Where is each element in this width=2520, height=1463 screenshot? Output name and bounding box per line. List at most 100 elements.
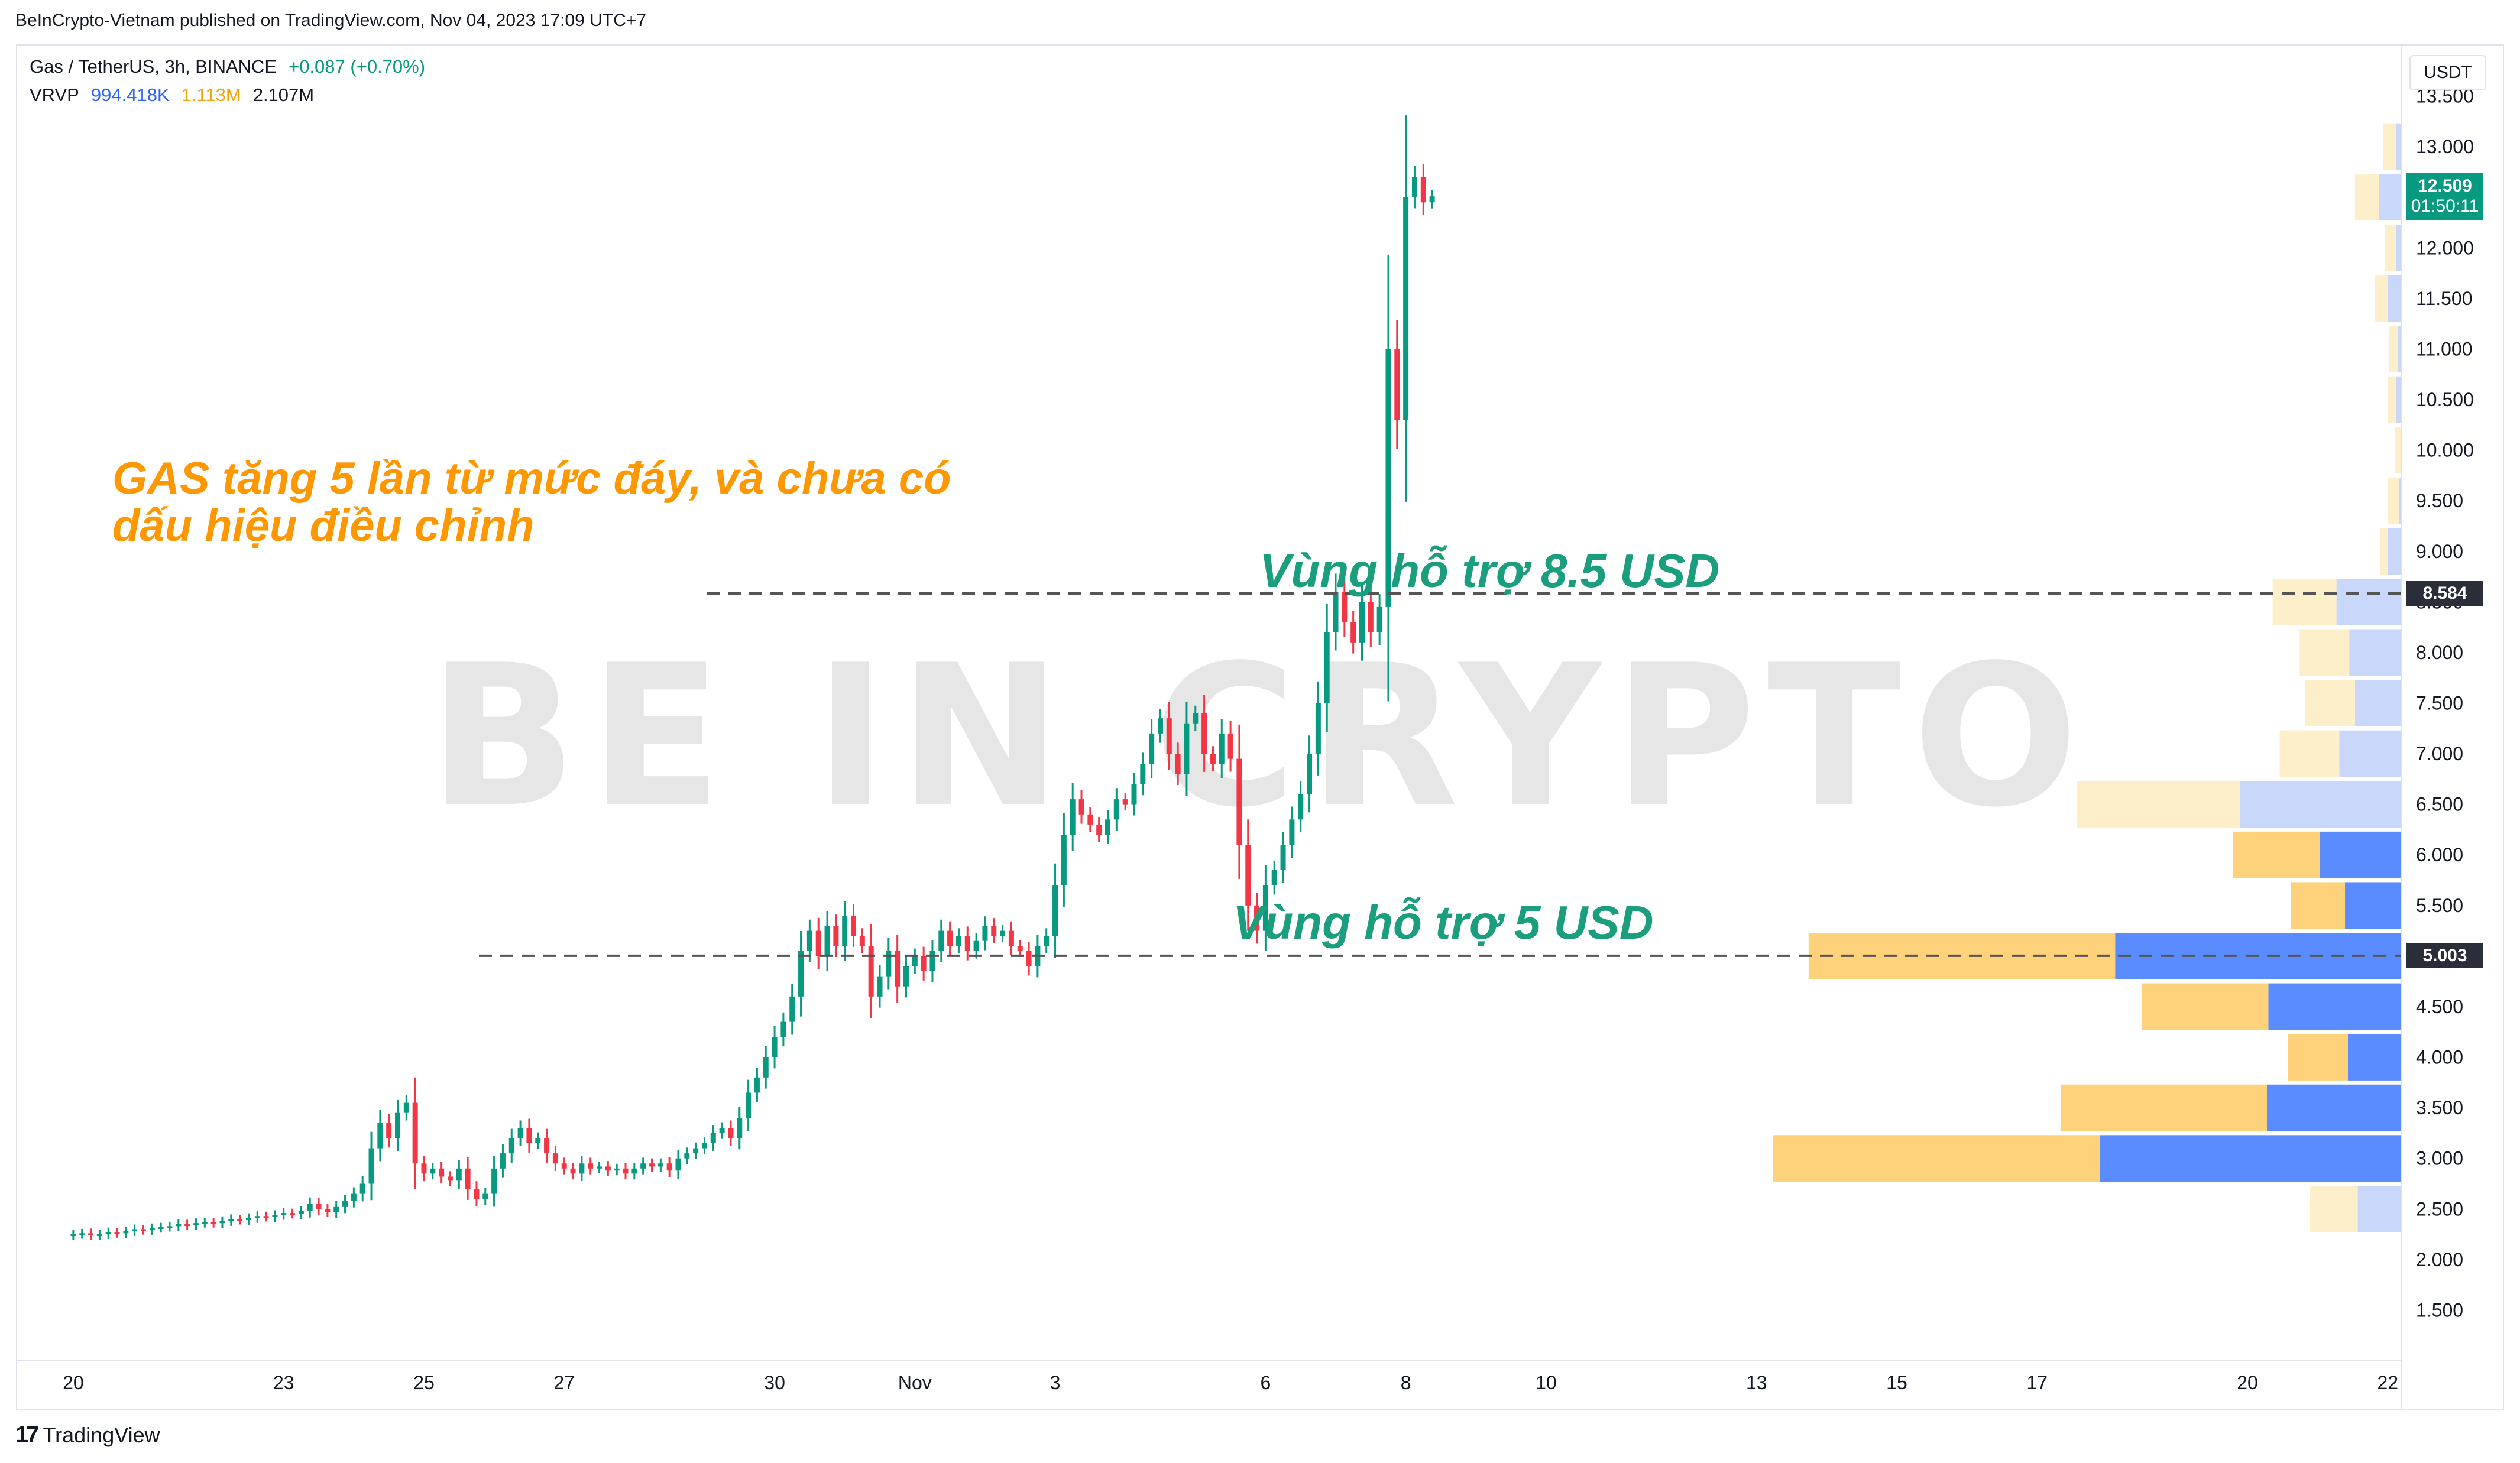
candle-body (903, 966, 909, 987)
price-tick-label: 8.000 (2416, 642, 2463, 663)
vp-bar-up (2279, 730, 2340, 777)
time-tick-label: 20 (2237, 1372, 2258, 1393)
candle-body (1122, 799, 1128, 805)
vp-bar-up (2380, 528, 2388, 575)
candle-body (386, 1123, 392, 1138)
price-tick-label: 2.500 (2416, 1198, 2463, 1219)
vp-bar-up (2233, 831, 2320, 878)
candle-body (1429, 196, 1435, 203)
candle-body (1078, 799, 1084, 815)
vp-bar-down (2319, 831, 2402, 878)
candle-body (859, 936, 865, 946)
candle-body (544, 1138, 550, 1154)
time-axis[interactable]: 20 23 25 27 30 Nov 3 6 8 10 13 15 17 20 22 (63, 1372, 2398, 1393)
last-price-value: 12.509 (2418, 176, 2472, 196)
candle-body (517, 1128, 523, 1138)
candle-body (1219, 733, 1225, 764)
tradingview-footer[interactable]: 17 TradingView (15, 1422, 160, 1448)
candle-body (693, 1148, 699, 1154)
candle-body (1087, 814, 1093, 825)
candle-body (132, 1229, 138, 1231)
candle-body (614, 1168, 620, 1171)
time-tick-label: 6 (1260, 1372, 1271, 1393)
vp-bar-up (2272, 578, 2337, 625)
candle-body (824, 926, 830, 956)
chart-frame (16, 44, 2504, 1410)
candle-body (1298, 794, 1304, 820)
candle-body (640, 1163, 646, 1169)
vp-bar-down (2099, 1135, 2402, 1182)
candle-body (877, 976, 883, 997)
vp-bar-up (2354, 174, 2379, 221)
currency-selector[interactable]: USDT (2409, 55, 2486, 90)
time-tick-label: 10 (1536, 1372, 1557, 1393)
candle-body (88, 1233, 94, 1235)
price-tick-label: 10.000 (2416, 440, 2474, 461)
candle-body (1149, 733, 1155, 764)
candle-body (597, 1166, 603, 1169)
candle-body (254, 1216, 260, 1218)
candle-body (141, 1229, 147, 1231)
vp-bar-up (2375, 275, 2388, 322)
symbol-name: Gas / TetherUS, 3h, BINANCE (30, 56, 277, 77)
candle-body (1140, 764, 1146, 784)
candle-body (1210, 754, 1216, 764)
candle-body (1026, 951, 1032, 966)
candle-body (535, 1138, 541, 1144)
candle-body (263, 1216, 269, 1218)
time-tick-label: 30 (764, 1372, 785, 1393)
candle-body (219, 1221, 225, 1224)
candle-body (508, 1138, 514, 1154)
candle-body (377, 1123, 383, 1149)
vp-bar-down (2339, 730, 2402, 777)
indicator-legend[interactable]: VRVP 994.418K 1.113M 2.107M (30, 85, 314, 106)
candle-body (623, 1168, 629, 1174)
candle-body (491, 1168, 497, 1194)
candles (70, 115, 1435, 1240)
price-axis[interactable]: 1.5002.0002.5003.0003.5004.0004.5005.000… (2416, 86, 2474, 1321)
candle-body (447, 1176, 453, 1181)
candle-body (895, 951, 901, 987)
time-tick-label: 20 (63, 1372, 84, 1393)
candle-body (1307, 754, 1313, 794)
price-tick-label: 7.000 (2416, 743, 2463, 764)
candle-body (439, 1168, 445, 1177)
candle-body (1333, 592, 1339, 632)
vp-bar-up (2388, 477, 2399, 524)
time-tick-label: 25 (413, 1372, 435, 1393)
price-change: +0.087 (+0.70%) (289, 56, 426, 77)
price-tick-label: 9.000 (2416, 541, 2463, 562)
vp-bar-down (2379, 174, 2402, 221)
candle-body (1245, 845, 1251, 906)
support-lines (479, 592, 2402, 957)
candle-body (772, 1037, 778, 1057)
candle-body (649, 1163, 655, 1167)
time-tick-label: 8 (1401, 1372, 1411, 1393)
candle-body (149, 1228, 155, 1231)
candle-body (947, 930, 953, 946)
candle-body (1193, 713, 1199, 724)
price-tick-label: 6.500 (2416, 794, 2463, 815)
price-tick-label: 1.500 (2416, 1299, 2463, 1321)
candle-body (1376, 606, 1382, 632)
vp-bar-down (2336, 578, 2402, 625)
vp-bar-down (2347, 1034, 2402, 1081)
candle-body (298, 1211, 304, 1214)
candle-body (833, 926, 839, 946)
symbol-legend[interactable]: Gas / TetherUS, 3h, BINANCE +0.087 (+0.70… (30, 56, 425, 77)
candle-body (421, 1163, 427, 1174)
candle-body (1184, 723, 1190, 774)
vp-bar-down (2268, 983, 2402, 1030)
candle-body (754, 1077, 760, 1093)
candle-body (921, 956, 927, 972)
candle-body (474, 1189, 480, 1199)
indicator-name: VRVP (30, 85, 79, 105)
vp-bar-up (2299, 629, 2350, 676)
candle-body (1044, 936, 1050, 946)
candle-body (1254, 905, 1260, 931)
price-tick-label: 5.500 (2416, 895, 2463, 916)
candle-body (1403, 197, 1409, 420)
tradingview-logo-icon: 17 (15, 1422, 39, 1448)
price-tick-label: 10.500 (2416, 389, 2474, 410)
